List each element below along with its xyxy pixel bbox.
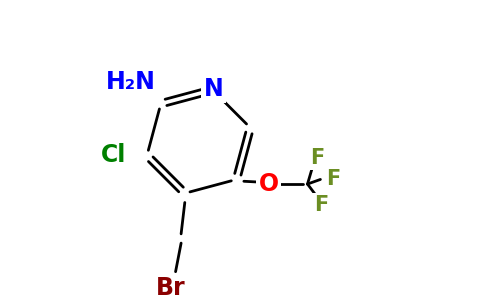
- Text: O: O: [259, 172, 279, 196]
- Text: H: H: [125, 71, 145, 95]
- Text: N: N: [204, 77, 223, 101]
- Text: N: N: [140, 71, 160, 95]
- Text: F: F: [311, 148, 325, 168]
- Text: H₂N: H₂N: [106, 70, 156, 94]
- Text: 2: 2: [137, 81, 147, 95]
- Text: F: F: [314, 195, 329, 215]
- Text: F: F: [326, 169, 340, 189]
- Text: Cl: Cl: [101, 143, 127, 167]
- Text: Br: Br: [156, 276, 186, 300]
